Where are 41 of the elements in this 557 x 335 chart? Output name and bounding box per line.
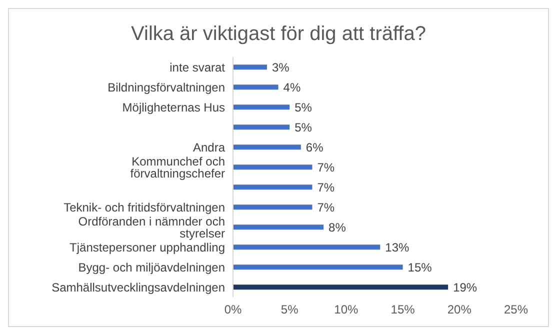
data-label: 7% [317, 180, 335, 194]
bar [233, 64, 267, 70]
bar [233, 144, 301, 150]
chart-title: Vilka är viktigast för dig att träffa? [130, 22, 427, 47]
y-tick-label: Bygg- och miljöavdelningen [78, 260, 225, 274]
y-tick-label: Bildningsförvaltningen [108, 80, 225, 94]
bar [233, 84, 278, 90]
data-label: 7% [317, 200, 335, 214]
x-tick-label: 5% [280, 302, 299, 317]
data-label: 8% [328, 220, 346, 234]
bar [233, 264, 403, 270]
data-label: 15% [408, 260, 432, 274]
x-tick-label: 0% [224, 302, 242, 317]
data-label: 13% [385, 240, 410, 254]
bar [233, 164, 312, 170]
data-label: 19% [453, 280, 478, 294]
data-label: 7% [317, 160, 335, 174]
y-tick-label: inte svarat [170, 60, 226, 74]
bar [233, 224, 324, 230]
bar [233, 244, 380, 250]
bar [233, 284, 448, 290]
bar [233, 124, 290, 130]
y-tick-label: Samhällsutvecklingsavdelningen [52, 280, 225, 294]
data-label: 5% [294, 120, 312, 134]
y-tick-label: Möjligheternas Hus [122, 100, 225, 114]
bar [233, 204, 312, 210]
data-label: 5% [294, 100, 312, 114]
x-tick-label: 10% [334, 302, 359, 317]
x-tick-label: 15% [390, 302, 416, 317]
bar [233, 184, 312, 190]
data-label: 3% [272, 60, 290, 74]
y-tick-label: Kommunchef och förvaltningschefer [130, 154, 225, 180]
y-tick-label: Ordföranden i nämnder och styrelser [78, 214, 225, 240]
data-label: 6% [306, 140, 324, 154]
bar [233, 104, 290, 110]
y-tick-label: Teknik- och fritidsförvaltningen [64, 200, 225, 214]
data-label: 4% [283, 80, 301, 94]
x-tick-label: 25% [504, 302, 528, 317]
y-tick-label: Andra [192, 140, 226, 154]
y-tick-label: Tjänstepersoner upphandling [70, 240, 225, 254]
x-tick-label: 20% [447, 302, 472, 317]
